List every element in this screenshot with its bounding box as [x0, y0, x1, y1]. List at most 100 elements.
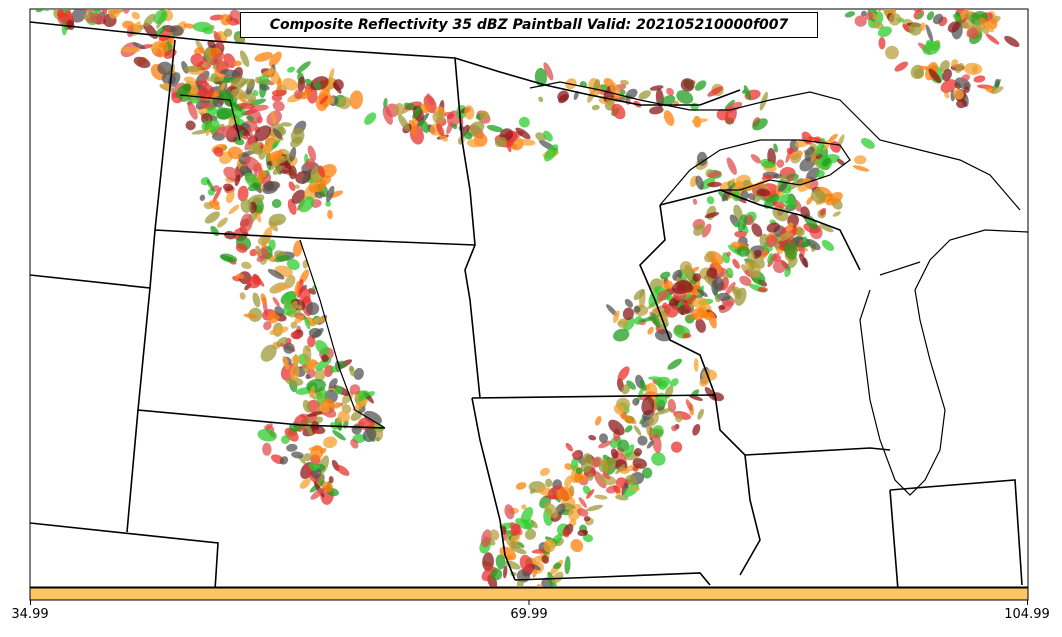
paintball-blob [693, 358, 699, 372]
paintball-blob [193, 47, 205, 55]
paintball-blob [269, 219, 282, 227]
paintball-blob [261, 180, 280, 192]
paintball-blob [307, 335, 316, 348]
paintball-blob [777, 182, 788, 192]
paintball-blob [707, 86, 723, 97]
paintball-blob [224, 231, 236, 240]
paintball-blob [216, 107, 234, 120]
paintball-blob [562, 502, 576, 510]
paintball-blob [209, 200, 221, 211]
paintball-blob [249, 98, 266, 106]
paintball-blob [132, 21, 141, 33]
paintball-blob [305, 158, 316, 170]
paintball-blob [260, 344, 277, 362]
paintball-blob [761, 174, 773, 181]
paintball-blob [71, 9, 87, 23]
paintball-blob [515, 482, 527, 490]
paintball-blob [641, 467, 653, 479]
paintball-blob [598, 474, 617, 486]
paintball-blob [655, 376, 671, 388]
paintball-blob [503, 565, 508, 579]
paintball-blob [152, 42, 159, 55]
paintball-blob [726, 251, 731, 257]
paintball-blob [349, 90, 363, 110]
paintball-blob [692, 273, 701, 282]
paintball-blob [646, 425, 654, 438]
paintball-blob [132, 42, 146, 49]
paintball-blob [684, 264, 693, 281]
paintball-blob [317, 165, 325, 178]
paintball-blob [101, 9, 108, 15]
paintball-blob [734, 287, 747, 306]
paintball-blob [337, 410, 350, 423]
paintball-blob [154, 25, 167, 36]
paintball-blob [765, 234, 778, 248]
paintball-blob [622, 307, 634, 321]
paintball-blob [600, 84, 608, 91]
paintball-blob [414, 105, 422, 118]
paintball-blob [704, 386, 717, 401]
paintball-blob [327, 96, 335, 105]
paintball-blob [543, 62, 554, 81]
paintball-blob [539, 467, 550, 477]
paintball-blob [994, 78, 1000, 88]
paintball-blob [153, 9, 168, 25]
colorbar-tick-label-min: 34.99 [11, 607, 49, 622]
paintball-blob [285, 377, 304, 386]
paintball-blob [161, 72, 176, 85]
paintball-blob [854, 155, 867, 165]
paintball-blob [240, 213, 253, 233]
paintball-blob [878, 37, 886, 50]
paintball-blob [272, 100, 285, 112]
paintball-blob [234, 174, 241, 187]
paintball-blob [545, 478, 553, 488]
paintball-blob [591, 104, 600, 111]
paintball-blob [280, 122, 292, 127]
paintball-blob [263, 321, 272, 331]
lake-michigan-shore [859, 229, 1028, 496]
paintball-blob [362, 427, 377, 443]
paintball-blob [570, 539, 584, 553]
paintball-blob [383, 97, 388, 109]
paintball-blob [940, 79, 958, 93]
paintball-blob [510, 523, 521, 537]
paintball-blob [836, 158, 846, 166]
paintball-blob [701, 223, 712, 238]
paintball-blob [649, 106, 664, 115]
paintball-blob [323, 436, 338, 449]
paintball-blob [291, 451, 304, 459]
paintball-blob [617, 439, 630, 452]
paintball-blob [305, 374, 311, 380]
paintball-blob [732, 258, 740, 269]
paintball-blob [697, 408, 704, 420]
paintball-blob [310, 166, 320, 183]
paintball-blob [269, 326, 289, 335]
paintball-blob [640, 379, 647, 392]
paintball-blob [666, 87, 675, 96]
paintball-blob [574, 472, 582, 484]
paintball-blob [926, 11, 935, 21]
paintball-blob [482, 552, 495, 572]
paintball-blob [284, 274, 296, 289]
paintball-blob [865, 11, 874, 21]
paintball-blob [510, 541, 521, 549]
paintball-blob [932, 13, 944, 25]
paintball-blob [267, 268, 285, 280]
us-canada-border [30, 21, 741, 106]
paintball-blob [195, 80, 210, 86]
paintball-blob [260, 293, 267, 305]
paintball-blob [357, 390, 370, 398]
paintball-blob [952, 14, 960, 21]
paintball-blob [620, 79, 629, 86]
paintball-blob [436, 123, 445, 137]
paintball-blob [917, 12, 923, 20]
paintball-blob [737, 214, 748, 233]
paintball-blob [253, 89, 259, 96]
paintball-blob [991, 86, 1004, 95]
paintball-blob [350, 439, 359, 449]
paintball-blob [252, 292, 261, 308]
paintball-blob [262, 442, 272, 456]
paintball-blob [187, 101, 198, 120]
paintball-blob [241, 261, 252, 270]
